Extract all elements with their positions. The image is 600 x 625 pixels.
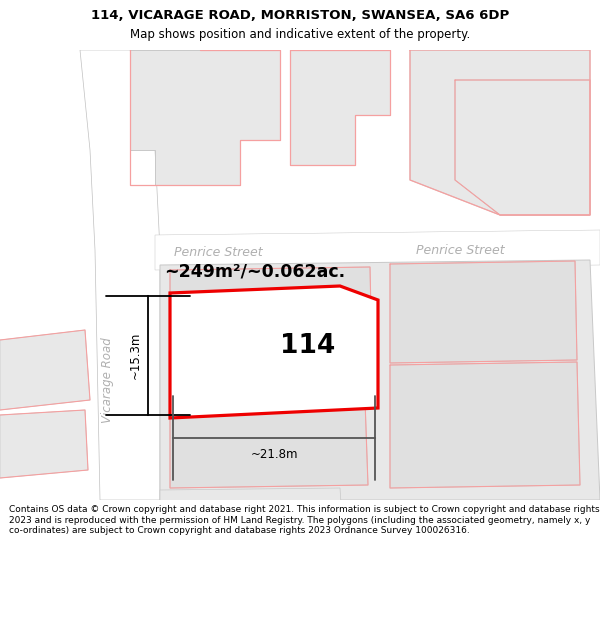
Polygon shape [170,286,378,418]
Polygon shape [410,50,590,215]
Polygon shape [0,410,88,478]
Text: ~15.3m: ~15.3m [128,332,142,379]
Text: Penrice Street: Penrice Street [416,244,505,256]
Polygon shape [160,488,342,522]
Text: Penrice Street: Penrice Street [173,246,262,259]
Text: 114: 114 [280,333,335,359]
Polygon shape [0,330,90,410]
Polygon shape [160,260,600,500]
Polygon shape [390,261,577,363]
Polygon shape [290,50,390,165]
Text: Vicarage Road: Vicarage Road [101,337,115,423]
Text: 114, VICARAGE ROAD, MORRISTON, SWANSEA, SA6 6DP: 114, VICARAGE ROAD, MORRISTON, SWANSEA, … [91,9,509,22]
Polygon shape [170,400,368,488]
Polygon shape [455,80,590,215]
Text: ~21.8m: ~21.8m [250,448,298,461]
Text: Map shows position and indicative extent of the property.: Map shows position and indicative extent… [130,28,470,41]
Text: Contains OS data © Crown copyright and database right 2021. This information is : Contains OS data © Crown copyright and d… [9,506,599,535]
Text: ~249m²/~0.062ac.: ~249m²/~0.062ac. [164,263,346,281]
Polygon shape [80,50,160,500]
Polygon shape [155,230,600,270]
Polygon shape [390,362,580,488]
Polygon shape [170,267,372,363]
Polygon shape [130,50,280,185]
